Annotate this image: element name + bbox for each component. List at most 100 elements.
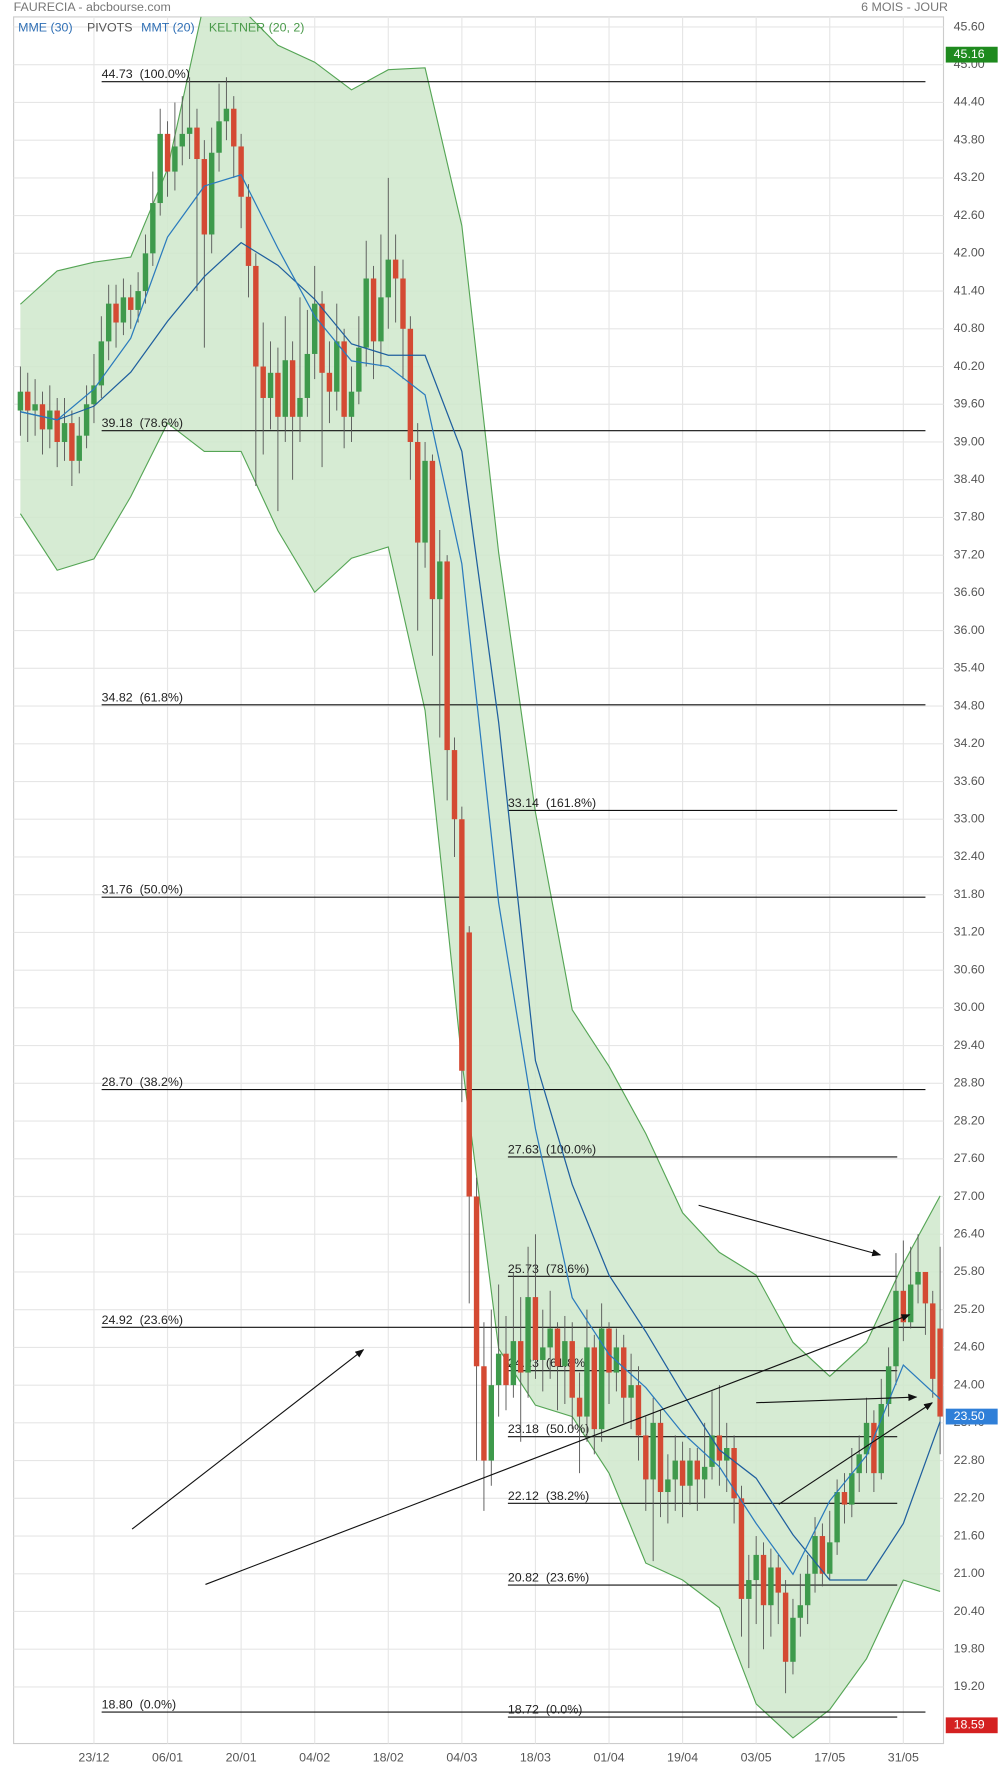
y-tick-label: 33.00 [954,812,985,826]
arrow [205,1314,911,1585]
candle-body [768,1567,774,1606]
candle-body [525,1297,531,1373]
y-tick-label: 39.60 [954,397,985,411]
candle-body [606,1328,612,1373]
candle-body [208,152,215,235]
candle-body [746,1580,752,1599]
x-tick-label: 04/02 [299,1750,330,1764]
y-tick-label: 19.20 [954,1679,985,1693]
candle-body [724,1448,730,1461]
arrow [131,1349,365,1530]
legend-entry: PIVOTS [87,20,133,34]
y-tick-label: 29.40 [954,1038,985,1052]
candle-body [142,253,149,292]
arrow [778,1402,933,1505]
level-label: 18.72 (0.0%) [508,1703,582,1717]
candle-body [679,1460,686,1486]
candle-body [672,1460,678,1480]
candle-body [120,297,127,323]
band-upper [20,16,941,1378]
candle-body [223,108,230,122]
candle-body [451,750,458,820]
legend-entry: MME (30) [18,20,72,34]
candle-body [47,410,53,430]
candle-body [444,561,450,751]
arrow [756,1393,918,1404]
candle-body [459,819,465,1071]
candle-body [267,372,274,398]
candle-body [643,1435,649,1480]
candle-body [186,127,193,134]
candle-body [760,1554,767,1606]
candles [17,77,943,1694]
price-badge-label: 23.50 [954,1409,985,1423]
candle-body [488,1385,494,1461]
candle-body [687,1460,693,1486]
candle-body [341,341,347,417]
candle-body [709,1435,715,1467]
candle-body [105,303,112,342]
candle-body [83,404,90,436]
candle-body [392,259,399,279]
candle-body [481,1366,487,1461]
y-tick-label: 19.80 [954,1641,985,1655]
x-tick-label: 18/02 [373,1750,404,1764]
band-lower [19,422,941,1739]
x-tick-label: 04/03 [446,1750,477,1764]
candle-body [554,1328,561,1367]
y-tick-label: 36.00 [954,623,985,637]
candle-body [128,297,134,310]
candle-body [172,146,178,172]
candle-body [135,291,141,310]
candle-body [400,278,406,329]
y-tick-label: 34.80 [954,698,985,712]
candle-body [621,1347,627,1398]
level-label: 28.70 (38.2%) [102,1075,183,1089]
y-tick-label: 40.20 [954,359,985,373]
y-tick-label: 24.60 [954,1340,985,1354]
y-tick-label: 30.60 [954,962,985,976]
candle-body [797,1605,804,1618]
candle-body [495,1353,502,1386]
price-badge [945,1408,998,1425]
y-tick-label: 43.20 [954,170,985,184]
candle-body [812,1536,818,1574]
candle-body [510,1341,517,1386]
candle-body [569,1341,575,1398]
candle-body [282,360,288,417]
candle-body [98,341,105,386]
candle-body [915,1271,921,1285]
y-tick-label: 32.40 [954,849,985,863]
trend-arrows [131,1204,933,1585]
level-label: 25.73 (78.6%) [508,1262,589,1276]
candle-body [849,1473,855,1505]
candle-body [790,1617,796,1662]
legend-entry: MMT (20) [141,20,195,34]
candle-body [900,1290,907,1323]
candle-body [841,1492,848,1505]
candle-body [356,347,362,392]
price-badge [945,1717,998,1734]
chart-title: FAURECIA - abcbourse.com [14,0,171,14]
candle-body [326,372,333,392]
candle-body [922,1271,929,1304]
candle-body [17,391,24,411]
candle-body [289,360,296,417]
axis: 19.2019.8020.4021.0021.6022.2022.8023.40… [78,19,998,1764]
y-tick-label: 20.40 [954,1604,985,1618]
y-tick-label: 37.80 [954,510,985,524]
y-tick-label: 22.80 [954,1453,985,1467]
candle-body [731,1448,737,1499]
candle-body [628,1385,634,1398]
indicator-line [20,241,941,1581]
legend-entry: KELTNER (20, 2) [209,20,305,34]
candle-body [716,1435,723,1461]
y-tick-label: 27.00 [954,1189,985,1203]
candle-body [584,1347,590,1417]
candle-body [540,1347,546,1360]
candle-body [348,391,355,417]
x-tick-label: 03/05 [741,1750,772,1764]
candle-body [429,460,436,600]
